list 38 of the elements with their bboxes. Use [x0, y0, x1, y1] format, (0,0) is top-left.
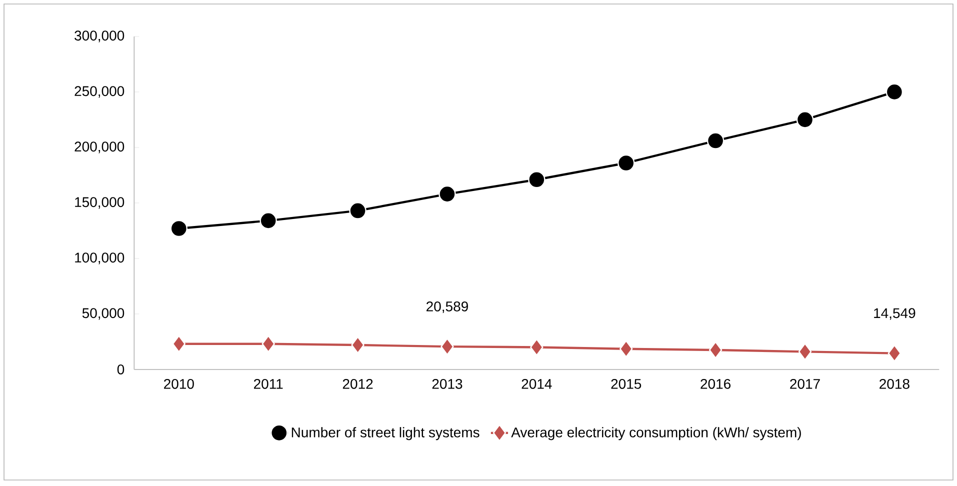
- point: [798, 343, 812, 360]
- y-tick-label: 200,000: [74, 142, 124, 154]
- y-tick-label: 300,000: [74, 30, 124, 42]
- x-tick-label: 2018: [880, 378, 910, 389]
- point: [172, 335, 186, 353]
- point: [528, 171, 546, 188]
- point: [796, 111, 814, 128]
- point: [262, 335, 275, 353]
- point: [618, 154, 635, 172]
- y-tick-label: 50,000: [82, 308, 124, 320]
- point: [620, 340, 633, 358]
- point: [170, 220, 188, 238]
- x-tick-label: 2010: [164, 378, 194, 389]
- x-tick-label: 2016: [700, 378, 731, 389]
- y-tick-label: 250,000: [74, 86, 124, 98]
- x-tick-label: 2014: [522, 378, 552, 389]
- point: [349, 202, 366, 220]
- point: [530, 338, 544, 356]
- point: [438, 185, 456, 203]
- point: [351, 336, 364, 354]
- point: [708, 341, 722, 359]
- x-tick-label: 2011: [254, 378, 283, 389]
- point: [886, 83, 904, 101]
- data-label: 20,589: [426, 301, 468, 314]
- point: [706, 132, 724, 150]
- x-tick-label: 2013: [432, 378, 462, 389]
- x-tick-label: 2012: [342, 378, 373, 389]
- point: [888, 344, 902, 362]
- data-label: 14,549: [874, 308, 916, 320]
- point: [260, 212, 277, 230]
- y-tick-label: 0: [117, 364, 124, 374]
- x-tick-label: 2017: [790, 378, 820, 389]
- legend-label: Number of street light systems: [292, 427, 480, 440]
- point: [440, 338, 454, 356]
- legend-label: Average electricity consumption (kWh/ system): [511, 427, 801, 440]
- y-tick-label: 100,000: [75, 252, 124, 264]
- y-tick-label: 150,000: [75, 197, 124, 209]
- x-tick-label: 2015: [611, 378, 642, 389]
